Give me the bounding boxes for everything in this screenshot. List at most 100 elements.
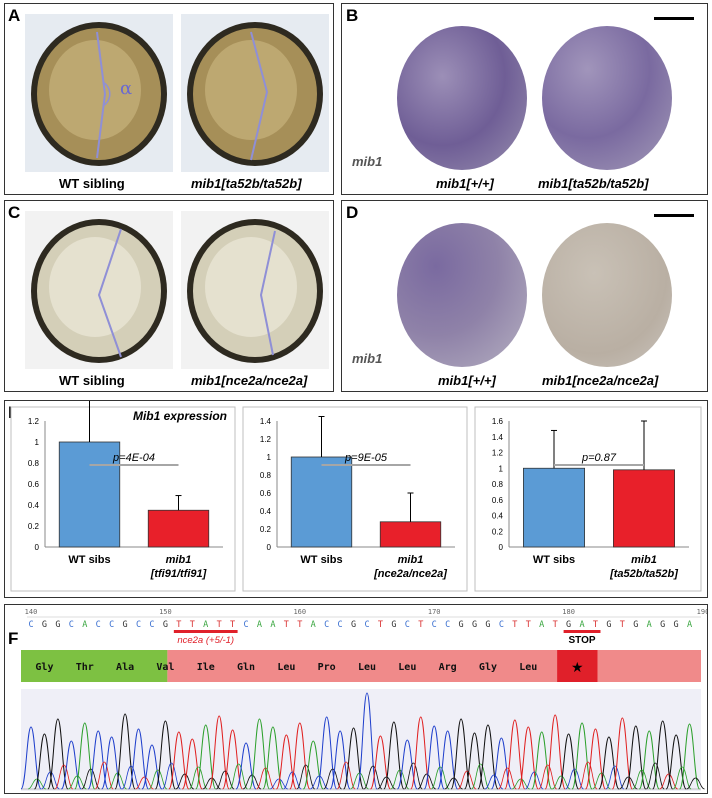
chart-3-y-tick-label: 1.2 <box>492 449 504 458</box>
chromatogram-minor-peak <box>121 765 141 790</box>
amino-acid-label: Gly <box>479 662 497 673</box>
chart-3-bar-wt <box>523 467 586 548</box>
aa-track-frameshift-segment <box>167 650 701 682</box>
chromatogram-minor-peak <box>350 772 369 790</box>
sequence-base: C <box>338 620 343 630</box>
chart-2-y-tick-label: 0.4 <box>260 507 272 516</box>
panel-a-letter: A <box>8 6 21 25</box>
amino-acid-label: Leu <box>398 662 416 673</box>
sequence-base: A <box>257 620 262 630</box>
sequence-base: T <box>418 620 423 630</box>
chart-3-bar-mutant <box>613 469 676 548</box>
sequence-base: T <box>378 620 383 630</box>
sequence-base: G <box>459 620 464 630</box>
chart-3-y-tick-label: 0.8 <box>492 480 504 489</box>
sequence-base: A <box>270 620 275 630</box>
sequence-base: G <box>351 620 356 630</box>
chart-2-y-tick-label: 1 <box>267 453 272 462</box>
chromatogram-peak <box>128 728 150 790</box>
chromatogram-peak <box>114 713 136 790</box>
chromatogram-peak <box>74 722 96 790</box>
sequence-base: T <box>620 620 625 630</box>
sequence-base: T <box>553 620 558 630</box>
chromatogram-minor-peak <box>632 769 651 790</box>
amino-acid-label: Pro <box>318 662 336 673</box>
panel-a-angle-label: α <box>120 78 133 99</box>
chart-2-y-tick-label: 0.8 <box>260 471 272 480</box>
chart-3-y-tick-label: 1.6 <box>492 417 504 426</box>
chart-3-y-tick-label: 0.4 <box>492 512 504 521</box>
chart-3-category-label: mib1 <box>631 554 657 566</box>
sequence-base: G <box>55 620 60 630</box>
panel-b-letter: B <box>346 6 359 25</box>
chromatogram-minor-peak <box>417 773 436 790</box>
amino-acid-label: Val <box>156 662 174 673</box>
sequence-base: T <box>230 620 235 630</box>
chromatogram-minor-peak <box>94 761 114 790</box>
chart-1-y-tick-label: 0.6 <box>28 480 40 489</box>
panel-b-scale-bar <box>654 17 694 20</box>
stop-label: STOP <box>569 635 596 646</box>
chromatogram-minor-peak <box>229 763 248 790</box>
chromatogram-minor-peak <box>471 763 490 790</box>
chart-3-y-tick-label: 1 <box>499 464 504 473</box>
chromatogram-minor-peak <box>457 770 477 790</box>
mutation-underline <box>173 630 238 633</box>
chromatogram-minor-peak <box>672 766 692 790</box>
chromatogram-minor-peak <box>148 769 168 790</box>
panel-b-embryo-image <box>397 26 672 170</box>
panel-b-probe-label: mib1 <box>352 154 383 169</box>
chromatogram-peak <box>423 725 445 790</box>
sequence-base: C <box>364 620 369 630</box>
chromatogram-peak <box>289 722 311 790</box>
sequence-base: C <box>432 620 437 630</box>
chart-2-bar-wt <box>290 456 353 548</box>
sequence-base: A <box>647 620 652 630</box>
chromatogram-minor-peak <box>565 768 584 790</box>
ruler-label: 180 <box>562 608 575 616</box>
sequence-base: C <box>324 620 329 630</box>
sequence-base: C <box>28 620 33 630</box>
chart-2-category-label: mib1 <box>398 554 424 566</box>
sequence-base: C <box>109 620 114 630</box>
sequence-base: G <box>485 620 490 630</box>
panel-d-probe-label: mib1 <box>352 351 383 366</box>
panel-f: F 140150160170180190CGGCACCGCCGTTATTCAAT… <box>4 604 708 794</box>
chromatogram-minor-peak <box>377 776 396 790</box>
chromatogram-minor-peak <box>108 772 127 790</box>
chart-3-y-tick-label: 1.4 <box>492 433 504 442</box>
sequence-base: G <box>566 620 571 630</box>
chromatogram-minor-peak <box>162 762 181 790</box>
amino-acid-label: Leu <box>277 662 295 673</box>
chromatogram-peak <box>154 720 176 790</box>
panel-c-letter: C <box>8 203 21 222</box>
panel-c-right-label: mib1[nce2a/nce2a] <box>191 373 308 388</box>
sequence-base: G <box>674 620 679 630</box>
chromatogram-minor-peak <box>323 768 342 790</box>
chromatogram-peak <box>208 715 230 790</box>
chart-1-category-label: mib1 <box>166 554 192 566</box>
panel-e-charts: 0 0.2 0.4 0.6 0.8 1 1.2 WT sibs mib1 [tfi91/tfi91… <box>10 401 702 592</box>
ruler-label: 170 <box>428 608 441 616</box>
chromatogram-minor-peak <box>645 762 665 790</box>
chromatogram-peak <box>356 692 378 790</box>
panel-c-left-label: WT sibling <box>59 373 125 388</box>
stop-star-icon: ★ <box>571 659 584 675</box>
chromatogram-minor-peak <box>538 764 557 790</box>
chromatogram-peak <box>571 722 593 790</box>
sequence-base: G <box>606 620 611 630</box>
panel-e: E 00.20.40.60.811.2WT sibsmib1[tfi91/tfi… <box>4 400 708 598</box>
panel-d-right-label: mib1[nce2a/nce2a] <box>542 373 659 388</box>
chart-2-frame <box>242 406 468 592</box>
chromatogram-minor-peak <box>242 774 262 790</box>
chromatogram-minor-peak <box>68 775 87 790</box>
chromatogram-peak <box>248 718 270 790</box>
chart-1-category-sublabel: [tfi91/tfi91] <box>150 568 207 580</box>
chromatogram-minor-peak <box>619 776 638 790</box>
amino-acid-label: Leu <box>358 662 376 673</box>
chart-2-category-sublabel: [nce2a/nce2a] <box>373 568 447 580</box>
chromatogram-peak <box>168 731 190 790</box>
chromatogram-minor-peak <box>525 771 544 790</box>
chromatogram-peak <box>679 723 701 790</box>
chromatogram-minor-peak <box>592 772 611 790</box>
